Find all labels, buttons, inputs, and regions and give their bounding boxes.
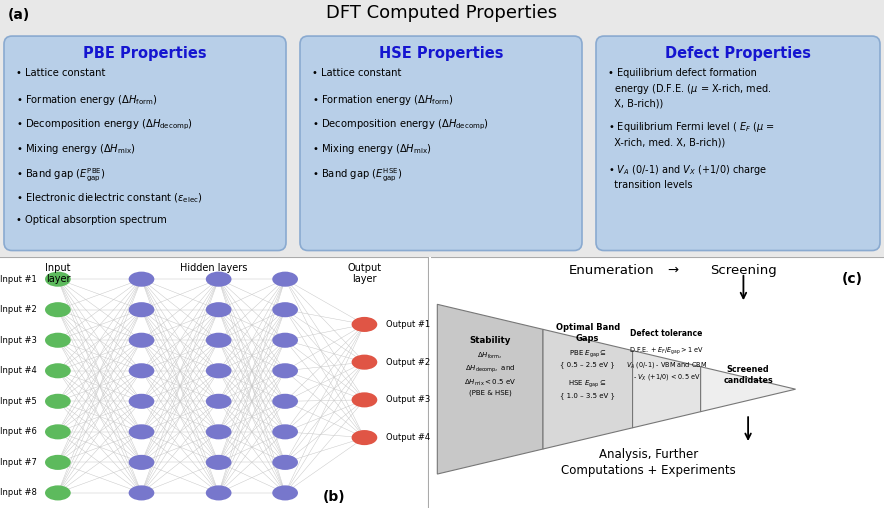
Polygon shape: [701, 367, 796, 411]
Text: • Mixing energy ($\Delta H_{\rm mix}$): • Mixing energy ($\Delta H_{\rm mix}$): [16, 142, 136, 156]
FancyBboxPatch shape: [0, 0, 884, 257]
Text: • Decomposition energy ($\Delta H_{\rm decomp}$): • Decomposition energy ($\Delta H_{\rm d…: [312, 117, 489, 132]
Circle shape: [272, 302, 298, 318]
Circle shape: [352, 392, 377, 407]
Circle shape: [272, 394, 298, 409]
Text: Input #1: Input #1: [0, 275, 36, 283]
Text: PBE Properties: PBE Properties: [83, 46, 207, 61]
Circle shape: [45, 302, 71, 318]
Circle shape: [45, 333, 71, 348]
Text: Enumeration: Enumeration: [569, 264, 655, 277]
Text: Stability: Stability: [469, 336, 511, 345]
Circle shape: [129, 302, 155, 318]
Text: Output #2: Output #2: [386, 358, 430, 367]
Text: Input #8: Input #8: [0, 488, 36, 497]
Circle shape: [272, 333, 298, 348]
Text: →: →: [667, 264, 679, 277]
Text: Hidden layers: Hidden layers: [179, 263, 247, 273]
Text: Input #7: Input #7: [0, 458, 36, 467]
Circle shape: [129, 363, 155, 378]
Text: Input #6: Input #6: [0, 427, 36, 436]
Text: PBE $E_{\rm gap} \subseteq$
{ 0.5 – 2.5 eV }

HSE $E_{\rm gap} \subseteq$
{ 1.0 : PBE $E_{\rm gap} \subseteq$ { 0.5 – 2.5 …: [560, 348, 615, 399]
Text: Analysis, Further
Computations + Experiments: Analysis, Further Computations + Experim…: [560, 448, 735, 477]
FancyBboxPatch shape: [300, 36, 582, 250]
Text: • Band gap ($E_{\rm gap}^{\rm HSE}$): • Band gap ($E_{\rm gap}^{\rm HSE}$): [312, 166, 402, 184]
Circle shape: [272, 455, 298, 470]
Text: Output #3: Output #3: [386, 395, 431, 404]
Circle shape: [206, 302, 232, 318]
Circle shape: [206, 485, 232, 500]
Text: $\Delta H_{\rm form},$
$\Delta H_{\rm decomp},$ and
$\Delta H_{\rm mix} < 0.5\ \: $\Delta H_{\rm form},$ $\Delta H_{\rm de…: [464, 351, 516, 396]
Text: • Decomposition energy ($\Delta H_{\rm decomp}$): • Decomposition energy ($\Delta H_{\rm d…: [16, 117, 193, 132]
Circle shape: [45, 485, 71, 500]
Circle shape: [352, 355, 377, 370]
Text: Defect Properties: Defect Properties: [665, 46, 811, 61]
Text: D.F.E. + $E_F/E_{\rm gap} > 1\ \rm eV$
$V_A$ (0/-1) - VBM and CBM
- $V_X$ (+1/0): D.F.E. + $E_F/E_{\rm gap} > 1\ \rm eV$ $…: [626, 346, 707, 382]
Text: Input #4: Input #4: [0, 366, 36, 375]
Circle shape: [45, 363, 71, 378]
Text: • Band gap ($E_{\rm gap}^{\rm PBE}$): • Band gap ($E_{\rm gap}^{\rm PBE}$): [16, 166, 106, 184]
Text: Screened
candidates: Screened candidates: [723, 365, 773, 385]
Text: • $V_A$ (0/-1) and $V_X$ (+1/0) charge
  transition levels: • $V_A$ (0/-1) and $V_X$ (+1/0) charge t…: [608, 164, 767, 190]
Text: Output #1: Output #1: [386, 320, 430, 329]
Text: Output
layer: Output layer: [347, 263, 382, 284]
Circle shape: [206, 455, 232, 470]
Circle shape: [272, 363, 298, 378]
Circle shape: [272, 272, 298, 287]
FancyBboxPatch shape: [4, 36, 286, 250]
Text: Input
layer: Input layer: [45, 263, 71, 284]
Circle shape: [206, 424, 232, 439]
Text: (b): (b): [324, 490, 346, 504]
Text: Input #2: Input #2: [0, 305, 36, 314]
Circle shape: [352, 430, 377, 445]
Circle shape: [129, 455, 155, 470]
Circle shape: [129, 272, 155, 287]
Text: • Optical absorption spectrum: • Optical absorption spectrum: [16, 215, 167, 226]
Text: • Lattice constant: • Lattice constant: [312, 68, 401, 78]
Circle shape: [206, 394, 232, 409]
Text: HSE Properties: HSE Properties: [378, 46, 503, 61]
Text: Input #5: Input #5: [0, 397, 36, 406]
Text: DFT Computed Properties: DFT Computed Properties: [326, 4, 558, 22]
Text: Screening: Screening: [710, 264, 777, 277]
Polygon shape: [633, 351, 701, 428]
Text: Input #3: Input #3: [0, 336, 36, 345]
Circle shape: [206, 333, 232, 348]
Circle shape: [352, 317, 377, 332]
Text: • Equilibrium defect formation
  energy (D.F.E. ($\mu$ = X-rich, med.
  X, B-ric: • Equilibrium defect formation energy (D…: [608, 68, 772, 108]
Circle shape: [206, 272, 232, 287]
Circle shape: [272, 424, 298, 439]
Circle shape: [45, 394, 71, 409]
Text: (a): (a): [8, 8, 30, 22]
Text: Optimal Band
Gaps: Optimal Band Gaps: [556, 323, 620, 342]
Circle shape: [129, 485, 155, 500]
Text: • Mixing energy ($\Delta H_{\rm mix}$): • Mixing energy ($\Delta H_{\rm mix}$): [312, 142, 431, 156]
Text: • Formation energy ($\Delta H_{\rm form}$): • Formation energy ($\Delta H_{\rm form}…: [312, 92, 453, 107]
Text: (c): (c): [842, 272, 863, 286]
Text: • Equilibrium Fermi level ( $E_F$ ($\mu$ =
  X-rich, med. X, B-rich)): • Equilibrium Fermi level ( $E_F$ ($\mu$…: [608, 120, 775, 147]
Text: • Lattice constant: • Lattice constant: [16, 68, 105, 78]
Polygon shape: [438, 304, 543, 474]
Text: Defect tolerance: Defect tolerance: [630, 330, 703, 338]
FancyBboxPatch shape: [596, 36, 880, 250]
Polygon shape: [543, 329, 633, 449]
Circle shape: [272, 485, 298, 500]
Circle shape: [45, 272, 71, 287]
Circle shape: [206, 363, 232, 378]
Text: • Formation energy ($\Delta H_{\rm form}$): • Formation energy ($\Delta H_{\rm form}…: [16, 92, 157, 107]
Text: • Electronic dielectric constant ($\varepsilon_{\rm elec}$): • Electronic dielectric constant ($\vare…: [16, 191, 202, 205]
Circle shape: [129, 333, 155, 348]
Circle shape: [129, 424, 155, 439]
Circle shape: [45, 424, 71, 439]
Circle shape: [129, 394, 155, 409]
Text: Output #4: Output #4: [386, 433, 430, 442]
Circle shape: [45, 455, 71, 470]
